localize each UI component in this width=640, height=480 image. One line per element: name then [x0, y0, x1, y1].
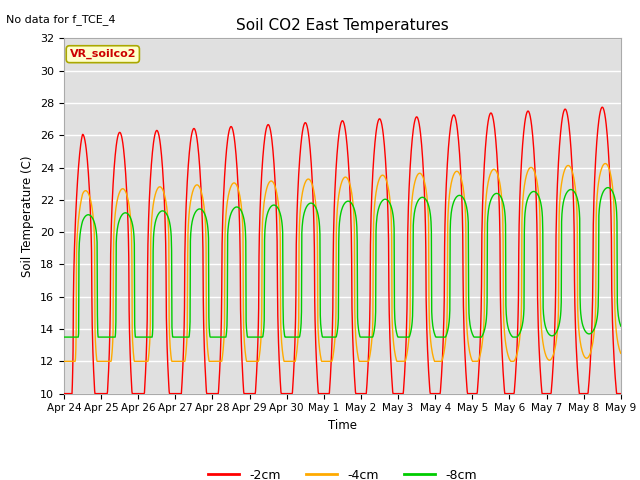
Legend: -2cm, -4cm, -8cm: -2cm, -4cm, -8cm: [204, 464, 481, 480]
Text: VR_soilco2: VR_soilco2: [70, 49, 136, 60]
Y-axis label: Soil Temperature (C): Soil Temperature (C): [22, 155, 35, 277]
Title: Soil CO2 East Temperatures: Soil CO2 East Temperatures: [236, 18, 449, 33]
Text: No data for f_TCE_4: No data for f_TCE_4: [6, 14, 116, 25]
X-axis label: Time: Time: [328, 419, 357, 432]
